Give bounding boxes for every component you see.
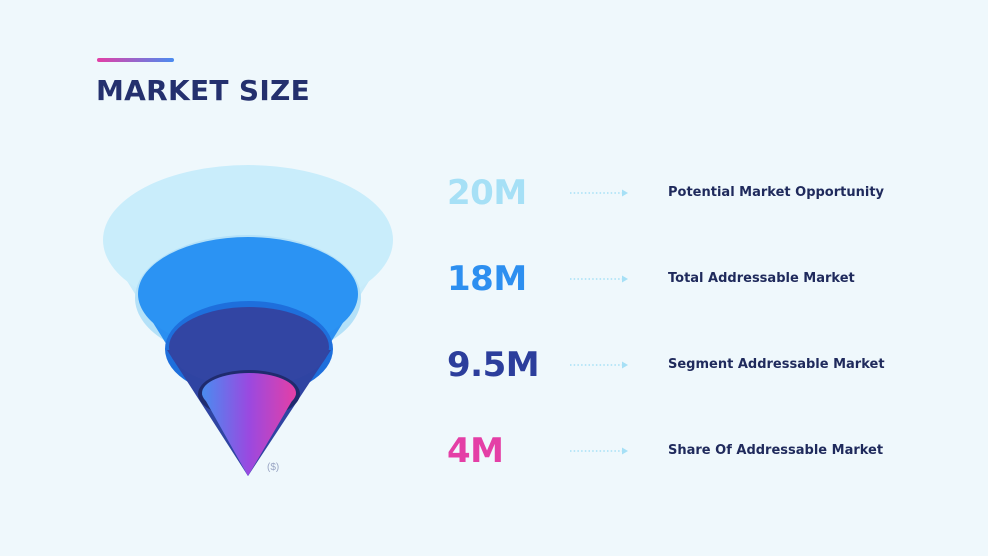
tier-label: Total Addressable Market <box>668 271 855 286</box>
market-tier-row: 4M Share Of Addressable Market <box>0 423 988 479</box>
dotted-arrow-icon <box>570 275 628 283</box>
tier-value: 20M <box>447 173 527 213</box>
market-tier-row: 20M Potential Market Opportunity <box>0 165 988 221</box>
tier-value: 4M <box>447 431 504 471</box>
tier-label: Share Of Addressable Market <box>668 443 884 458</box>
funnel-layer-share-of-addressable-market <box>198 370 300 476</box>
tier-label: Potential Market Opportunity <box>668 185 885 200</box>
market-tier-row: 9.5M Segment Addressable Market <box>0 337 988 393</box>
dotted-arrow-icon <box>570 447 628 455</box>
market-tier-row: 18M Total Addressable Market <box>0 251 988 307</box>
dotted-arrow-icon <box>570 361 628 369</box>
page-title: MARKET SIZE <box>96 74 311 107</box>
title-accent-bar <box>97 58 174 62</box>
tier-label: Segment Addressable Market <box>668 357 885 372</box>
dotted-arrow-icon <box>570 189 628 197</box>
tier-value: 18M <box>447 259 527 299</box>
currency-unit-label: ($) <box>267 462 280 473</box>
tier-value: 9.5M <box>447 345 540 385</box>
